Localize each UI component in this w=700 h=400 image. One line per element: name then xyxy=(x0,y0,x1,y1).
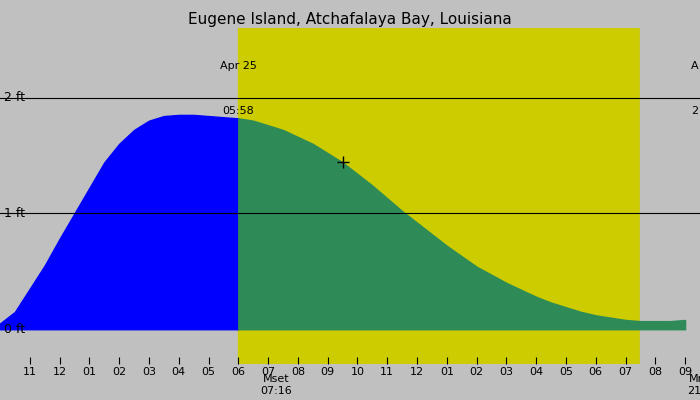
Bar xyxy=(640,28,700,364)
Text: 0 ft: 0 ft xyxy=(4,323,26,336)
Bar xyxy=(0,28,238,364)
Text: 2: 2 xyxy=(692,106,699,116)
Text: 1 ft: 1 ft xyxy=(4,207,25,220)
Text: A: A xyxy=(691,61,699,71)
Text: 2 ft: 2 ft xyxy=(4,91,25,104)
Text: 05:58: 05:58 xyxy=(223,106,254,116)
Text: 21:3: 21:3 xyxy=(687,386,700,396)
Text: Mris: Mris xyxy=(688,374,700,384)
Text: Mset: Mset xyxy=(262,374,289,384)
Text: 07:16: 07:16 xyxy=(260,386,292,396)
Bar xyxy=(238,28,640,364)
Text: Eugene Island, Atchafalaya Bay, Louisiana: Eugene Island, Atchafalaya Bay, Louisian… xyxy=(188,12,512,27)
Text: Apr 25: Apr 25 xyxy=(220,61,257,71)
